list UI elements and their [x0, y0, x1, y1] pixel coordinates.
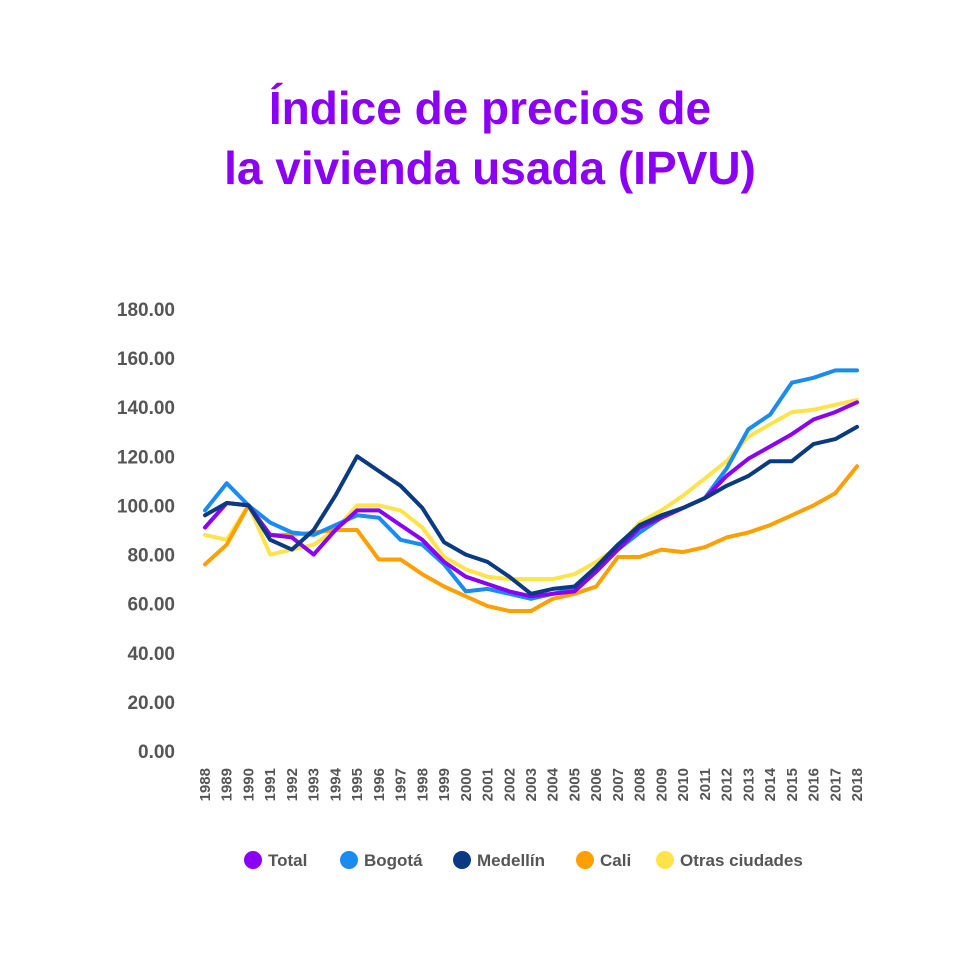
series-line-medellín [203, 424, 859, 596]
legend: Total Bogotá Medellín Cali Otras ciudades [244, 851, 803, 870]
x-tick-label: 1990 [240, 768, 257, 801]
y-axis: 0.00 20.00 40.00 60.00 80.00 100.00 120.00 140.… [117, 300, 175, 763]
y-tick-label: 80.00 [127, 546, 175, 567]
legend-label: Bogotá [364, 851, 423, 870]
legend-item: Medellín [453, 851, 545, 870]
y-tick-label: 140.00 [117, 398, 175, 419]
x-tick-label: 2007 [610, 768, 627, 801]
x-tick-label: 2003 [523, 768, 540, 801]
chart-title: Índice de precios de la vivienda usada (… [0, 78, 980, 198]
x-tick-label: 2015 [784, 768, 801, 801]
x-tick-label: 2004 [545, 767, 562, 801]
x-tick-label: 1989 [219, 768, 236, 801]
legend-item: Total [244, 851, 307, 870]
x-tick-label: 2018 [849, 768, 866, 801]
x-tick-label: 1999 [436, 768, 453, 801]
x-tick-label: 1988 [197, 768, 214, 801]
y-tick-label: 100.00 [117, 496, 175, 517]
x-tick-label: 2005 [566, 768, 583, 801]
x-tick-label: 1991 [262, 768, 279, 801]
x-tick-label: 2017 [827, 768, 844, 801]
x-tick-label: 1995 [349, 768, 366, 801]
legend-swatch [340, 851, 358, 869]
y-tick-label: 180.00 [117, 300, 175, 321]
x-tick-label: 2006 [588, 768, 605, 801]
legend-item: Cali [576, 851, 631, 870]
y-tick-label: 120.00 [117, 447, 175, 468]
x-tick-label: 2002 [501, 768, 518, 801]
x-tick-label: 1998 [414, 768, 431, 801]
x-tick-label: 1994 [327, 767, 344, 801]
legend-label: Medellín [477, 851, 545, 870]
legend-label: Cali [600, 851, 631, 870]
x-tick-label: 2011 [697, 768, 714, 801]
x-tick-label: 1996 [371, 768, 388, 801]
y-tick-label: 160.00 [117, 349, 175, 370]
legend-swatch [656, 851, 674, 869]
legend-label: Total [268, 851, 307, 870]
x-tick-label: 2013 [740, 768, 757, 801]
x-tick-label: 1997 [393, 768, 410, 801]
y-tick-label: 0.00 [138, 742, 175, 763]
x-tick-label: 2012 [719, 768, 736, 801]
x-tick-label: 2016 [806, 768, 823, 801]
legend-label: Otras ciudades [680, 851, 803, 870]
series-line-total [203, 400, 859, 599]
series-line-otras-ciudades [203, 397, 859, 582]
x-tick-label: 2014 [762, 767, 779, 801]
y-tick-label: 20.00 [127, 693, 175, 714]
x-tick-label: 1992 [284, 768, 301, 801]
x-tick-label: 1993 [306, 768, 323, 801]
legend-item: Bogotá [340, 851, 423, 870]
x-tick-label: 2009 [653, 768, 670, 801]
chart-title-line-2: la vivienda usada (IPVU) [224, 142, 756, 194]
legend-swatch [576, 851, 594, 869]
legend-swatch [244, 851, 262, 869]
legend-swatch [453, 851, 471, 869]
series-line-bogotá [203, 368, 859, 601]
y-tick-label: 60.00 [127, 595, 175, 616]
x-tick-label: 2001 [480, 768, 497, 801]
x-tick-label: 2010 [675, 768, 692, 801]
x-axis: 1988 1989 1990 1991 1992 1993 1994 1995 1996 1997… [197, 767, 866, 801]
x-tick-label: 2008 [632, 768, 649, 801]
legend-item: Otras ciudades [656, 851, 803, 870]
y-tick-label: 40.00 [127, 644, 175, 665]
series-lines [203, 368, 859, 613]
x-tick-label: 2000 [458, 768, 475, 801]
chart-title-line-1: Índice de precios de [268, 82, 712, 134]
